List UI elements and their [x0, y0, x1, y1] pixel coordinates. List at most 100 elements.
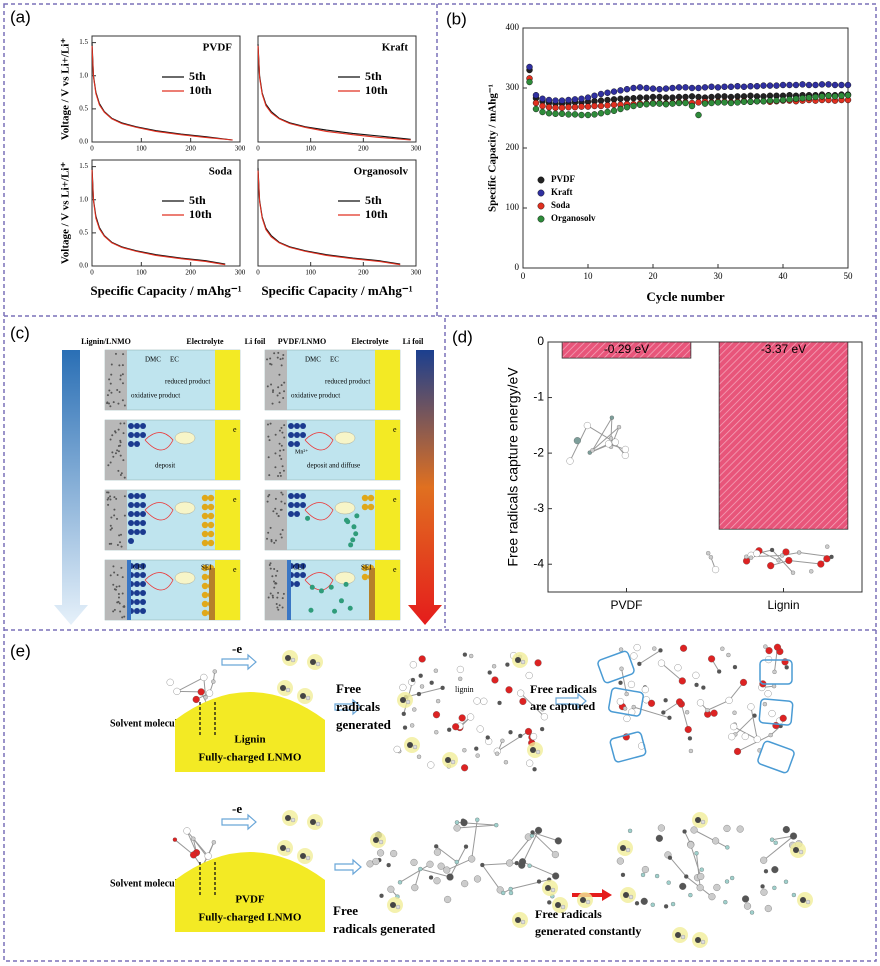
scatter-point	[526, 63, 533, 71]
x-tick-label: 0	[521, 271, 526, 281]
atom	[647, 699, 656, 707]
atom	[500, 738, 505, 743]
atom	[670, 901, 676, 907]
cathode	[265, 420, 287, 480]
mn-ion	[128, 511, 134, 517]
deposit-sphere	[201, 591, 209, 599]
mn-ion	[300, 502, 306, 508]
diffuse-ion	[328, 584, 334, 590]
atom	[680, 644, 688, 652]
mn-ion	[288, 441, 294, 447]
mn-ion	[288, 511, 294, 517]
chart-title: Soda	[209, 166, 233, 178]
scatter-point	[539, 102, 546, 110]
atom	[663, 904, 669, 909]
deposit-sphere	[207, 530, 215, 538]
scatter-point	[831, 93, 839, 100]
scatter-point	[630, 102, 637, 110]
electrode-label: PVDF	[235, 894, 265, 906]
diagram-label: SEI	[361, 564, 372, 572]
atom	[790, 570, 796, 575]
mn-ion	[140, 423, 146, 429]
cathode-grain	[274, 466, 277, 469]
bond	[497, 731, 529, 752]
mn-ion	[140, 493, 146, 499]
mn-ion	[300, 423, 306, 429]
atom	[674, 664, 682, 672]
cathode-grain	[268, 493, 271, 496]
cathode-grain	[107, 503, 110, 506]
y-tick-label: 300	[506, 82, 520, 92]
legend-swatch	[537, 176, 545, 184]
scatter-point	[623, 103, 631, 111]
atom	[696, 699, 705, 707]
atom	[518, 861, 526, 869]
atom	[616, 857, 624, 865]
cathode-grain	[270, 540, 273, 543]
scatter-point	[597, 90, 605, 98]
atom	[717, 669, 722, 674]
x-tick-label: 200	[358, 269, 369, 277]
scatter-point	[812, 93, 819, 101]
cathode-grain	[117, 445, 120, 448]
cathode-grain	[117, 450, 120, 453]
atom	[427, 761, 435, 769]
diagram-label: radicals	[336, 699, 380, 714]
radical-atom	[700, 939, 706, 945]
scatter-point	[714, 84, 722, 91]
cathode-grain	[119, 441, 122, 444]
electrode-label: Fully-charged LNMO	[199, 752, 302, 764]
deposit-sphere	[361, 494, 369, 502]
atom	[741, 732, 749, 740]
atom	[446, 873, 454, 881]
atom	[619, 666, 624, 671]
atom	[429, 680, 434, 685]
scatter-point	[695, 84, 702, 92]
mn-ion	[300, 572, 306, 578]
diffuse-ion	[305, 515, 311, 521]
y-tick-label: 200	[506, 142, 520, 152]
atom	[764, 904, 772, 913]
atom	[661, 710, 666, 715]
atom	[699, 867, 704, 872]
cathode-grain	[269, 526, 272, 529]
cathode-grain	[274, 433, 277, 436]
bond	[707, 699, 730, 711]
x-tick-label: 300	[235, 269, 246, 277]
mn-ion	[288, 502, 294, 508]
bond	[610, 417, 613, 439]
atom	[621, 451, 629, 459]
radical-loop	[144, 502, 174, 521]
cathode-grain	[272, 389, 275, 392]
cathode-grain	[118, 585, 121, 588]
radical-atom	[520, 919, 526, 925]
x-tick-label: 0	[90, 269, 94, 277]
deposit-sphere	[207, 539, 215, 547]
cathode-grain	[118, 602, 121, 605]
cathode-grain	[278, 373, 281, 376]
cathode-grain	[113, 571, 116, 574]
scatter-point	[773, 82, 780, 89]
scatter-point	[727, 93, 735, 101]
scatter-point	[597, 97, 605, 104]
x-tick-label: 200	[185, 145, 196, 153]
atom	[434, 730, 439, 735]
cathode-grain	[107, 497, 110, 500]
atom	[684, 710, 690, 715]
atom	[583, 421, 591, 430]
scatter-point	[708, 93, 715, 101]
cathode-grain	[109, 405, 112, 408]
atom	[690, 826, 698, 834]
legend-label: PVDF	[551, 174, 575, 184]
cathode-grain	[279, 474, 282, 477]
atom	[435, 698, 441, 704]
radical-atom	[305, 695, 311, 701]
atom	[508, 886, 513, 892]
radical-atom	[530, 747, 536, 753]
scatter-point	[695, 99, 702, 106]
atom	[372, 857, 380, 866]
scatter-point	[565, 96, 572, 104]
cathode-grain	[115, 497, 118, 500]
cathode-grain	[117, 596, 120, 599]
radical-atom	[407, 742, 413, 748]
